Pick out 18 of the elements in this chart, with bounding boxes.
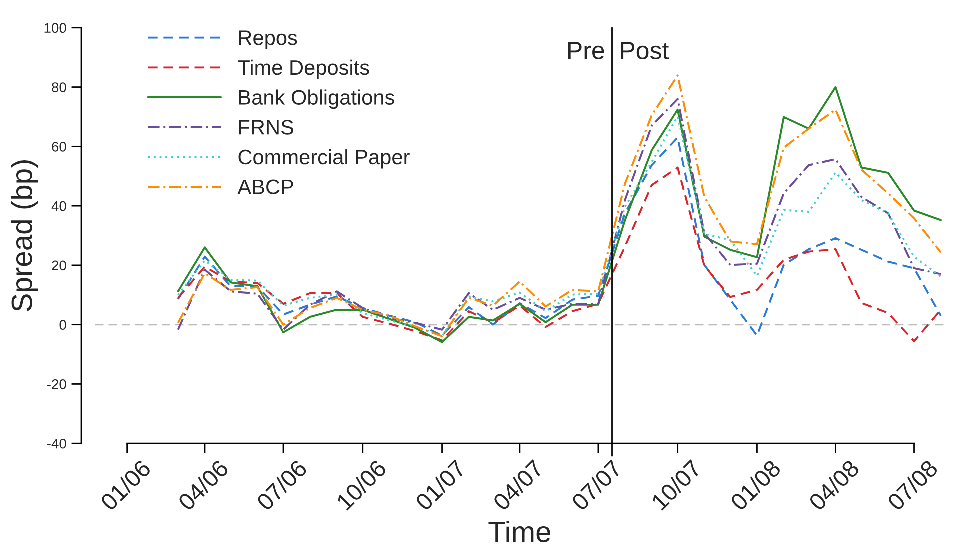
y-tick-label: -40	[47, 438, 66, 449]
legend-label: Repos	[239, 30, 298, 50]
legend-label: ABCP	[238, 180, 294, 195]
legend-label: Commercial Paper	[238, 149, 410, 169]
annotation: Pre	[568, 42, 604, 60]
y-tick-label: 80	[52, 82, 66, 92]
legend-label: Bank Obligations	[239, 90, 394, 110]
y-tick-label: 0	[60, 320, 66, 330]
y-axis-title: Spread (bp)	[11, 160, 38, 312]
annotation: Post	[621, 42, 669, 60]
y-tick-label: -20	[47, 380, 66, 390]
y-tick-label: 100	[44, 23, 66, 34]
y-tick-label: 60	[52, 142, 66, 152]
legend-label: FRNS	[239, 120, 294, 135]
x-axis-title: Time	[488, 521, 550, 543]
y-tick-label: 40	[52, 201, 66, 212]
y-tick-label: 20	[52, 260, 66, 271]
legend-label: Time Deposits	[238, 60, 370, 80]
